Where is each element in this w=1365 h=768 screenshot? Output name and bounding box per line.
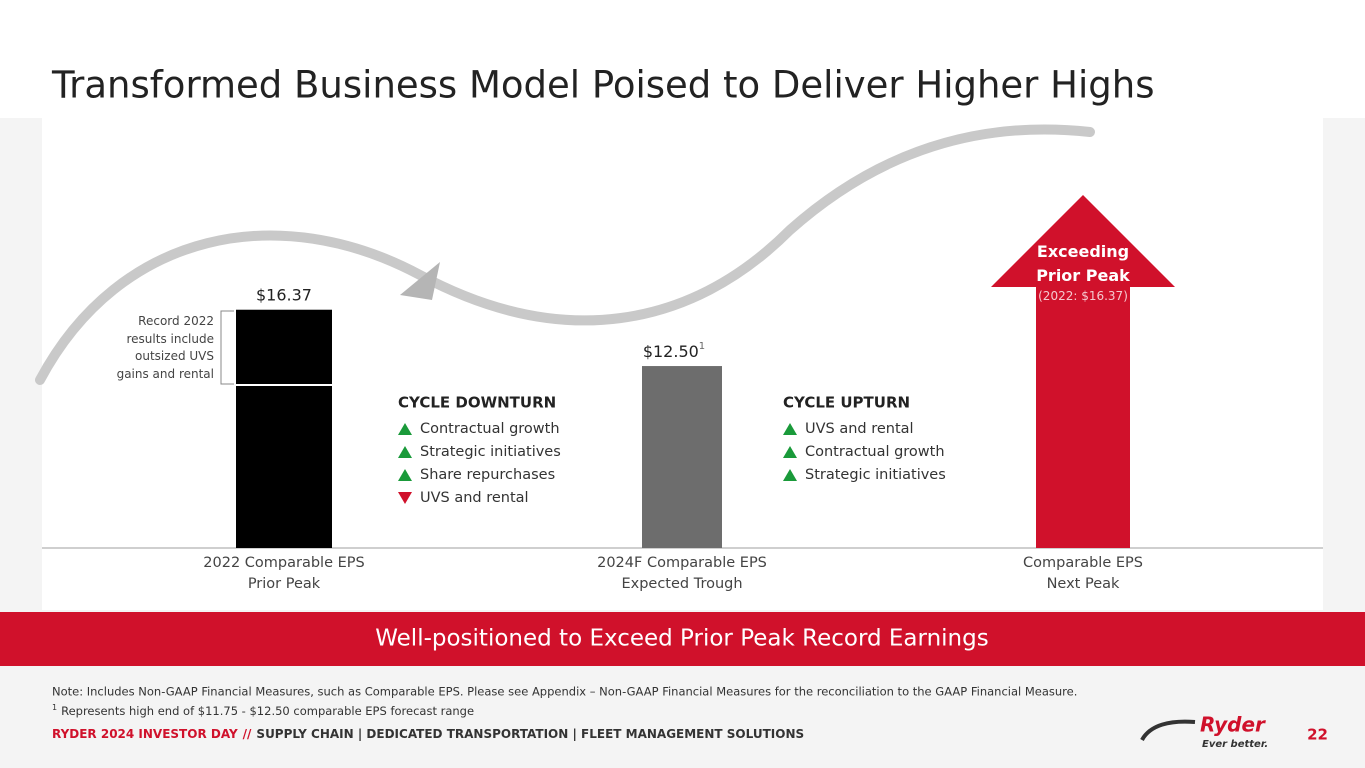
note-text: Represents high end of $11.75 - $12.50 c…: [61, 704, 474, 718]
trend-icon: [783, 423, 797, 435]
bar: [642, 366, 722, 548]
list-item: Contractual growth: [805, 444, 945, 460]
title-area: [0, 0, 1365, 118]
logo-swoosh: [1140, 719, 1196, 742]
note: Note: Includes Non-GAAP Financial Measur…: [52, 685, 1077, 699]
value-label-text: $12.50: [643, 342, 699, 361]
footer-segments: SUPPLY CHAIN | DEDICATED TRANSPORTATION …: [256, 727, 804, 741]
trend-icon: [398, 492, 412, 504]
trend-icon: [783, 446, 797, 458]
x-tick-label: 2022 Comparable EPS Prior Peak: [203, 555, 365, 592]
list-heading: CYCLE UPTURN: [783, 394, 910, 412]
peak-sublabel: (2022: $16.37): [1038, 289, 1128, 303]
footer-event: RYDER 2024 INVESTOR DAY: [52, 727, 238, 741]
note: 1 Represents high end of $11.75 - $12.50 …: [52, 703, 474, 718]
note-marker: 1: [52, 703, 57, 712]
bar-note: Record 2022 results include outsized UVS…: [116, 314, 214, 381]
footnote-marker: 1: [699, 341, 705, 352]
tagline: Ever better.: [1202, 739, 1268, 750]
list-item: Contractual growth: [420, 421, 560, 437]
list-item: UVS and rental: [805, 421, 914, 437]
footer: RYDER 2024 INVESTOR DAY // SUPPLY CHAIN | …: [52, 727, 804, 741]
trend-icon: [398, 469, 412, 481]
x-tick-label: Comparable EPS Next Peak: [1023, 555, 1143, 592]
bracket: [220, 310, 234, 385]
value-label-text: $16.37: [256, 285, 312, 304]
list-item: Strategic initiatives: [805, 467, 946, 483]
list-item: Share repurchases: [420, 467, 555, 483]
peak-arrow: [991, 195, 1175, 548]
swoosh-arrowhead: [400, 262, 440, 300]
list-heading: CYCLE DOWNTURN: [398, 394, 556, 412]
list-item: UVS and rental: [420, 490, 529, 506]
title: Transformed Business Model Poised to Del…: [51, 64, 1154, 107]
bar: [236, 309, 332, 548]
peak-label: Exceeding Prior Peak: [1036, 242, 1130, 285]
trend-icon: [398, 423, 412, 435]
footer-separator: //: [243, 727, 252, 741]
swoosh: [35, 124, 1095, 385]
value-label: $12.501: [643, 341, 705, 361]
list-item: Strategic initiatives: [420, 444, 561, 460]
x-tick-label: 2024F Comparable EPS Expected Trough: [597, 555, 767, 592]
value-label: $16.37: [256, 285, 312, 304]
page-number: 22: [1307, 726, 1328, 744]
logo: Ryder: [1200, 713, 1266, 737]
banner: Well-positioned to Exceed Prior Peak Rec…: [375, 626, 988, 652]
trend-icon: [398, 446, 412, 458]
trend-icon: [783, 469, 797, 481]
banner-bg: [0, 612, 1365, 666]
